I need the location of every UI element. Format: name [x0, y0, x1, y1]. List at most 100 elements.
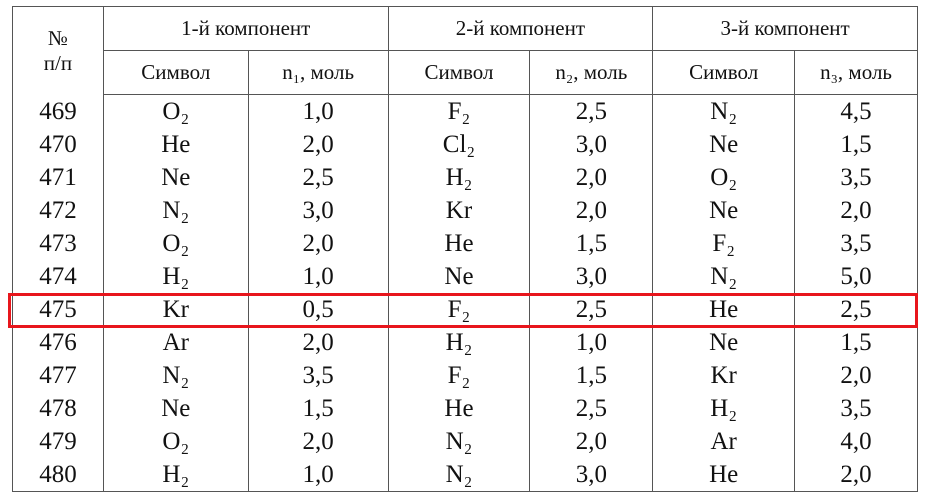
- number-abbr: п/п: [43, 50, 73, 75]
- symbol-cell: He: [652, 458, 796, 492]
- row-number: 472: [12, 194, 104, 227]
- amount-cell: 3,5: [247, 359, 389, 392]
- row-number: 475: [12, 293, 104, 326]
- row-number: 480: [12, 458, 104, 492]
- symbol-cell: He: [387, 227, 531, 260]
- symbol-cell: N₂: [102, 194, 249, 227]
- amount-cell: 1,0: [247, 94, 389, 128]
- amount-cell: 2,0: [794, 458, 918, 492]
- symbol-cell: N₂: [387, 425, 531, 458]
- row-number: 473: [12, 227, 104, 260]
- amount-cell: 3,0: [529, 260, 654, 293]
- column-header: Символ: [387, 50, 531, 95]
- symbol-cell: N₂: [652, 260, 796, 293]
- amount-cell: 3,0: [247, 194, 389, 227]
- symbol-cell: O₂: [652, 161, 796, 194]
- amount-cell: 1,5: [247, 392, 389, 425]
- amount-cell: 2,5: [247, 161, 389, 194]
- amount-cell: 2,0: [794, 194, 918, 227]
- symbol-cell: Cl₂: [387, 128, 531, 161]
- amount-cell: 2,0: [529, 425, 654, 458]
- symbol-cell: Kr: [652, 359, 796, 392]
- symbol-cell: O₂: [102, 227, 249, 260]
- number-header: № п/п: [12, 6, 104, 95]
- amount-cell: 1,5: [529, 227, 654, 260]
- amount-cell: 1,0: [247, 458, 389, 492]
- row-number: 474: [12, 260, 104, 293]
- row-number: 478: [12, 392, 104, 425]
- table-row: 480 H₂ 1,0 N₂ 3,0 He 2,0: [12, 458, 918, 492]
- column-header: n₁, моль: [247, 50, 389, 95]
- row-number: 469: [12, 94, 104, 128]
- amount-cell: 3,0: [529, 128, 654, 161]
- symbol-cell: N₂: [102, 359, 249, 392]
- table-row: 469 O₂ 1,0 F₂ 2,5 N₂ 4,5: [12, 94, 918, 128]
- amount-cell: 3,5: [794, 227, 918, 260]
- symbol-cell: Ar: [652, 425, 796, 458]
- amount-cell: 2,0: [247, 227, 389, 260]
- symbol-cell: H₂: [387, 326, 531, 359]
- symbol-cell: He: [102, 128, 249, 161]
- group-header: 3-й компонент: [652, 6, 918, 51]
- symbol-cell: Kr: [102, 293, 249, 326]
- amount-cell: 3,5: [794, 161, 918, 194]
- table-row: 479 O₂ 2,0 N₂ 2,0 Ar 4,0: [12, 425, 918, 458]
- symbol-cell: F₂: [387, 94, 531, 128]
- group-header: 2-й компонент: [387, 6, 654, 51]
- table-row: 477 N₂ 3,5 F₂ 1,5 Kr 2,0: [12, 359, 918, 392]
- amount-cell: 2,0: [794, 359, 918, 392]
- symbol-cell: Kr: [387, 194, 531, 227]
- symbol-cell: He: [387, 392, 531, 425]
- table-row: 472 N₂ 3,0 Kr 2,0 Ne 2,0: [12, 194, 918, 227]
- column-header: n₂, моль: [529, 50, 654, 95]
- amount-cell: 1,0: [529, 326, 654, 359]
- symbol-cell: O₂: [102, 94, 249, 128]
- amount-cell: 1,5: [794, 326, 918, 359]
- amount-cell: 1,5: [529, 359, 654, 392]
- row-number: 477: [12, 359, 104, 392]
- amount-cell: 2,5: [529, 94, 654, 128]
- row-number: 479: [12, 425, 104, 458]
- amount-cell: 2,0: [247, 326, 389, 359]
- row-highlight: [8, 293, 918, 328]
- symbol-cell: H₂: [387, 161, 531, 194]
- row-number: 476: [12, 326, 104, 359]
- table-row: 478 Ne 1,5 He 2,5 H₂ 3,5: [12, 392, 918, 425]
- symbol-cell: O₂: [102, 425, 249, 458]
- column-header: n₃, моль: [794, 50, 918, 95]
- table-row: 476 Ar 2,0 H₂ 1,0 Ne 1,5: [12, 326, 918, 359]
- row-number: 470: [12, 128, 104, 161]
- symbol-cell: F₂: [387, 359, 531, 392]
- table-row: 470 He 2,0 Cl₂ 3,0 Ne 1,5: [12, 128, 918, 161]
- symbol-cell: F₂: [387, 293, 531, 326]
- amount-cell: 4,0: [794, 425, 918, 458]
- amount-cell: 5,0: [794, 260, 918, 293]
- amount-cell: 2,5: [529, 293, 654, 326]
- symbol-cell: Ne: [102, 161, 249, 194]
- amount-cell: 3,0: [529, 458, 654, 492]
- amount-cell: 1,0: [247, 260, 389, 293]
- amount-cell: 4,5: [794, 94, 918, 128]
- table-row: 475 Kr 0,5 F₂ 2,5 He 2,5: [12, 293, 918, 326]
- symbol-cell: Ne: [652, 326, 796, 359]
- symbol-cell: H₂: [102, 458, 249, 492]
- amount-cell: 2,0: [529, 194, 654, 227]
- symbol-cell: Ne: [102, 392, 249, 425]
- amount-cell: 2,0: [247, 128, 389, 161]
- symbol-cell: N₂: [652, 94, 796, 128]
- symbol-cell: Ne: [652, 194, 796, 227]
- column-header: Символ: [652, 50, 796, 95]
- symbol-cell: Ne: [652, 128, 796, 161]
- amount-cell: 2,5: [529, 392, 654, 425]
- symbol-cell: H₂: [102, 260, 249, 293]
- symbol-cell: F₂: [652, 227, 796, 260]
- gas-mixture-table: № п/п 1-й компонент 2-й компонент 3-й ком…: [12, 6, 918, 492]
- symbol-cell: Ar: [102, 326, 249, 359]
- group-header: 1-й компонент: [102, 6, 389, 51]
- symbol-cell: H₂: [652, 392, 796, 425]
- symbol-cell: He: [652, 293, 796, 326]
- table-row: 473 O₂ 2,0 He 1,5 F₂ 3,5: [12, 227, 918, 260]
- amount-cell: 2,0: [529, 161, 654, 194]
- table-row: 471 Ne 2,5 H₂ 2,0 O₂ 3,5: [12, 161, 918, 194]
